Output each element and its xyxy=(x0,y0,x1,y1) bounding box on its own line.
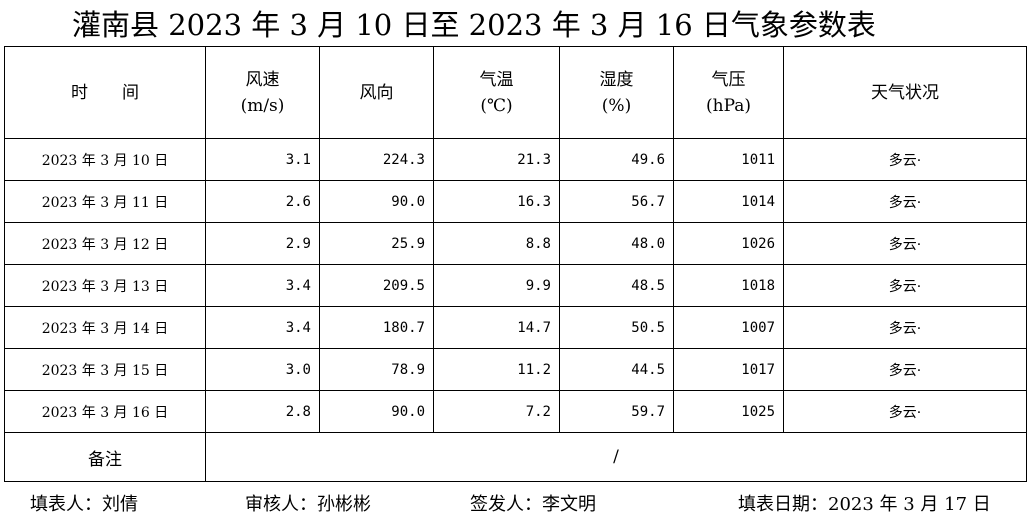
data-cell: 2023 年 3 月 13 日 xyxy=(4,264,206,307)
remark-row: 备注 / xyxy=(4,432,1027,482)
data-cell: 多云· xyxy=(783,390,1027,433)
data-cell: 1011 xyxy=(673,138,784,181)
data-cell: 1014 xyxy=(673,180,784,223)
data-row: 2023 年 3 月 13 日 3.4 209.5 9.9 48.5 1018 多云· xyxy=(4,264,1027,307)
data-cell: 2023 年 3 月 14 日 xyxy=(4,306,206,349)
header-row: 时 间风速 (m/s) 风向 气温 (℃) 湿度 (%) 气压 (hPa) 天气状况 xyxy=(4,46,1027,139)
data-cell: 16.3 xyxy=(433,180,560,223)
footer-reviewer: 审核人：孙彬彬 xyxy=(245,494,371,515)
data-row: 2023 年 3 月 12 日 2.9 25.9 8.8 48.0 1026 多云· xyxy=(4,222,1027,265)
data-cell: 1018 xyxy=(673,264,784,307)
data-row: 2023 年 3 月 11 日 2.6 90.0 16.3 56.7 1014 多云· xyxy=(4,180,1027,223)
weather-table: 时 间风速 (m/s) 风向 气温 (℃) 湿度 (%) 气压 (hPa) 天气状况 202… xyxy=(4,46,1027,482)
data-row: 2023 年 3 月 16 日 2.8 90.0 7.2 59.7 1025 多云· xyxy=(4,390,1027,433)
footer-date: 填表日期：2023 年 3 月 17 日 xyxy=(738,494,991,515)
data-cell: 49.6 xyxy=(559,138,674,181)
data-cell: 14.7 xyxy=(433,306,560,349)
header-cell: 风向 xyxy=(319,46,434,139)
footer-filler: 填表人：刘倩 xyxy=(30,494,138,515)
data-cell: 2.8 xyxy=(205,390,320,433)
header-cell: 时 间 xyxy=(4,46,206,139)
data-cell: 2023 年 3 月 10 日 xyxy=(4,138,206,181)
data-cell: 25.9 xyxy=(319,222,434,265)
data-cell: 209.5 xyxy=(319,264,434,307)
data-cell: 多云· xyxy=(783,180,1027,223)
data-cell: 48.5 xyxy=(559,264,674,307)
data-cell: 3.1 xyxy=(205,138,320,181)
data-cell: 78.9 xyxy=(319,348,434,391)
remark-value: / xyxy=(205,432,1027,482)
data-cell: 2023 年 3 月 15 日 xyxy=(4,348,206,391)
data-cell: 224.3 xyxy=(319,138,434,181)
data-cell: 多云· xyxy=(783,264,1027,307)
data-cell: 48.0 xyxy=(559,222,674,265)
data-cell: 21.3 xyxy=(433,138,560,181)
data-cell: 1007 xyxy=(673,306,784,349)
data-cell: 2023 年 3 月 16 日 xyxy=(4,390,206,433)
header-cell: 湿度 (%) xyxy=(559,46,674,139)
data-row: 2023 年 3 月 15 日 3.0 78.9 11.2 44.5 1017 多云· xyxy=(4,348,1027,391)
data-cell: 3.4 xyxy=(205,306,320,349)
data-cell: 9.9 xyxy=(433,264,560,307)
data-row: 2023 年 3 月 14 日 3.4 180.7 14.7 50.5 1007 多云· xyxy=(4,306,1027,349)
data-cell: 多云· xyxy=(783,222,1027,265)
data-cell: 多云· xyxy=(783,138,1027,181)
header-cell: 风速 (m/s) xyxy=(205,46,320,139)
data-cell: 44.5 xyxy=(559,348,674,391)
data-cell: 2023 年 3 月 11 日 xyxy=(4,180,206,223)
data-cell: 180.7 xyxy=(319,306,434,349)
footer-issuer: 签发人：李文明 xyxy=(470,494,596,515)
document-title: 灌南县 2023 年 3 月 10 日至 2023 年 3 月 16 日气象参数… xyxy=(72,8,876,42)
data-cell: 3.0 xyxy=(205,348,320,391)
data-cell: 2.9 xyxy=(205,222,320,265)
data-cell: 59.7 xyxy=(559,390,674,433)
data-cell: 3.4 xyxy=(205,264,320,307)
data-cell: 多云· xyxy=(783,348,1027,391)
data-cell: 1026 xyxy=(673,222,784,265)
data-cell: 7.2 xyxy=(433,390,560,433)
data-cell: 11.2 xyxy=(433,348,560,391)
data-cell: 1017 xyxy=(673,348,784,391)
data-cell: 90.0 xyxy=(319,180,434,223)
data-cell: 50.5 xyxy=(559,306,674,349)
data-cell: 1025 xyxy=(673,390,784,433)
header-cell: 气压 (hPa) xyxy=(673,46,784,139)
data-cell: 8.8 xyxy=(433,222,560,265)
table-body: 时 间风速 (m/s) 风向 气温 (℃) 湿度 (%) 气压 (hPa) 天气状况 202… xyxy=(4,46,1027,482)
data-cell: 56.7 xyxy=(559,180,674,223)
header-cell: 气温 (℃) xyxy=(433,46,560,139)
remark-label: 备注 xyxy=(4,432,206,482)
data-cell: 2023 年 3 月 12 日 xyxy=(4,222,206,265)
data-row: 2023 年 3 月 10 日 3.1 224.3 21.3 49.6 1011 多云· xyxy=(4,138,1027,181)
data-cell: 2.6 xyxy=(205,180,320,223)
data-cell: 多云· xyxy=(783,306,1027,349)
data-cell: 90.0 xyxy=(319,390,434,433)
header-cell: 天气状况 xyxy=(783,46,1027,139)
